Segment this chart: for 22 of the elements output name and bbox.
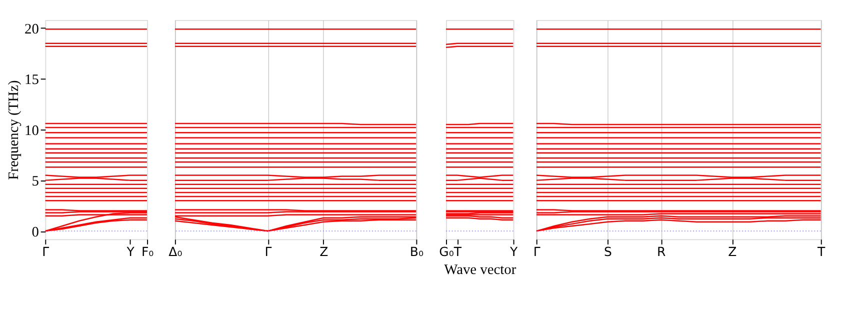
x-tick-label: R [656, 244, 666, 259]
x-tick-label: Δ₀ [168, 244, 182, 259]
x-tick-label: Z [728, 244, 737, 259]
x-tick-label: S [604, 244, 612, 259]
y-axis-title: Frequency (THz) [6, 80, 22, 180]
y-tick-label: 10 [24, 122, 39, 139]
x-tick-label: Γ [264, 244, 272, 259]
x-tick-label: T [816, 244, 826, 259]
x-axis-title: Wave vector [444, 262, 516, 278]
y-tick-label: 15 [24, 72, 39, 88]
x-tick-label: Y [508, 244, 518, 259]
x-tick-label: Γ [533, 244, 540, 259]
x-tick-label: F₀ [141, 244, 154, 259]
x-tick-label: T [452, 244, 462, 259]
y-tick-label: 20 [24, 21, 39, 38]
x-tick-label: G₀ [439, 244, 454, 259]
x-tick-label: B₀ [410, 244, 424, 259]
x-tick-label: Y [126, 244, 135, 259]
x-tick-label: Z [320, 244, 328, 259]
y-tick-label: 0 [32, 224, 39, 240]
x-tick-label: Γ [42, 244, 50, 259]
y-tick-label: 5 [32, 174, 39, 190]
